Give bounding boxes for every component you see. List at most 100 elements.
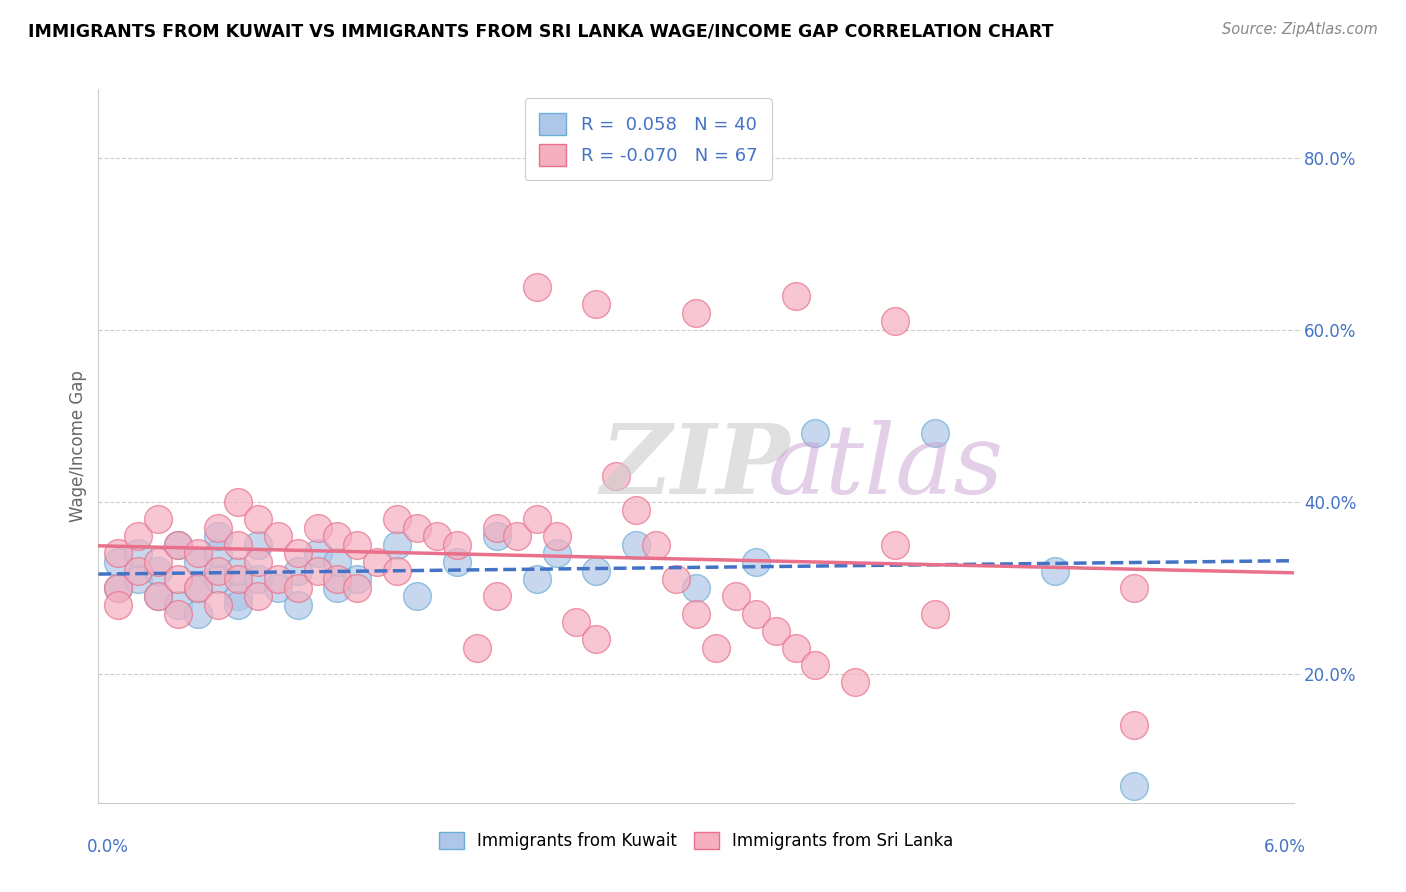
Point <box>267 572 290 586</box>
Point <box>366 555 388 569</box>
Point <box>226 564 249 578</box>
Point <box>526 512 548 526</box>
Point <box>107 581 129 595</box>
Point <box>207 546 229 560</box>
Point <box>226 598 249 612</box>
Point <box>884 538 907 552</box>
Point <box>187 581 209 595</box>
Point <box>1123 581 1146 595</box>
Point <box>485 529 508 543</box>
Point <box>107 555 129 569</box>
Point <box>1123 718 1146 732</box>
Point <box>844 675 866 690</box>
Point <box>148 564 170 578</box>
Point <box>107 581 129 595</box>
Point <box>148 555 170 569</box>
Point <box>804 426 827 441</box>
Point <box>127 564 149 578</box>
Point <box>267 581 290 595</box>
Point <box>446 555 468 569</box>
Point <box>226 590 249 604</box>
Point <box>187 607 209 621</box>
Point <box>446 538 468 552</box>
Point <box>546 546 568 560</box>
Point <box>526 572 548 586</box>
Point <box>685 581 707 595</box>
Point <box>605 469 627 483</box>
Point <box>565 615 588 630</box>
Point <box>585 564 607 578</box>
Point <box>226 495 249 509</box>
Text: ZIP: ZIP <box>600 420 790 515</box>
Point <box>665 572 688 586</box>
Point <box>626 503 648 517</box>
Point <box>148 590 170 604</box>
Point <box>924 607 946 621</box>
Point <box>207 572 229 586</box>
Point <box>148 512 170 526</box>
Point <box>207 564 229 578</box>
Point <box>287 581 309 595</box>
Point <box>745 607 768 621</box>
Point <box>804 658 827 673</box>
Point <box>226 538 249 552</box>
Text: 6.0%: 6.0% <box>1264 838 1306 856</box>
Point <box>546 529 568 543</box>
Point <box>785 288 807 302</box>
Point <box>167 538 190 552</box>
Text: IMMIGRANTS FROM KUWAIT VS IMMIGRANTS FROM SRI LANKA WAGE/INCOME GAP CORRELATION : IMMIGRANTS FROM KUWAIT VS IMMIGRANTS FRO… <box>28 22 1053 40</box>
Point <box>127 572 149 586</box>
Point <box>127 529 149 543</box>
Point <box>107 546 129 560</box>
Point <box>1043 564 1066 578</box>
Point <box>785 641 807 656</box>
Point <box>287 546 309 560</box>
Point <box>187 581 209 595</box>
Point <box>526 280 548 294</box>
Point <box>187 546 209 560</box>
Point <box>406 590 429 604</box>
Point <box>167 538 190 552</box>
Point <box>465 641 488 656</box>
Y-axis label: Wage/Income Gap: Wage/Income Gap <box>69 370 87 522</box>
Point <box>287 598 309 612</box>
Point <box>406 521 429 535</box>
Point <box>745 555 768 569</box>
Point <box>346 538 368 552</box>
Legend: Immigrants from Kuwait, Immigrants from Sri Lanka: Immigrants from Kuwait, Immigrants from … <box>430 824 962 859</box>
Text: 0.0%: 0.0% <box>87 838 128 856</box>
Point <box>724 590 747 604</box>
Point <box>346 572 368 586</box>
Point <box>267 529 290 543</box>
Point <box>246 572 269 586</box>
Point <box>246 538 269 552</box>
Point <box>167 572 190 586</box>
Point <box>307 564 329 578</box>
Point <box>385 564 409 578</box>
Point <box>765 624 787 638</box>
Point <box>485 521 508 535</box>
Point <box>326 581 349 595</box>
Point <box>207 598 229 612</box>
Point <box>385 538 409 552</box>
Point <box>167 607 190 621</box>
Point <box>326 529 349 543</box>
Point <box>246 555 269 569</box>
Point <box>307 521 329 535</box>
Point <box>287 564 309 578</box>
Point <box>167 598 190 612</box>
Point <box>426 529 449 543</box>
Point <box>246 590 269 604</box>
Point <box>626 538 648 552</box>
Point <box>326 555 349 569</box>
Point <box>685 607 707 621</box>
Point <box>585 632 607 647</box>
Text: atlas: atlas <box>768 420 1004 515</box>
Point <box>246 512 269 526</box>
Point <box>148 590 170 604</box>
Point <box>107 598 129 612</box>
Point <box>385 512 409 526</box>
Point <box>127 546 149 560</box>
Point <box>346 581 368 595</box>
Point <box>685 306 707 320</box>
